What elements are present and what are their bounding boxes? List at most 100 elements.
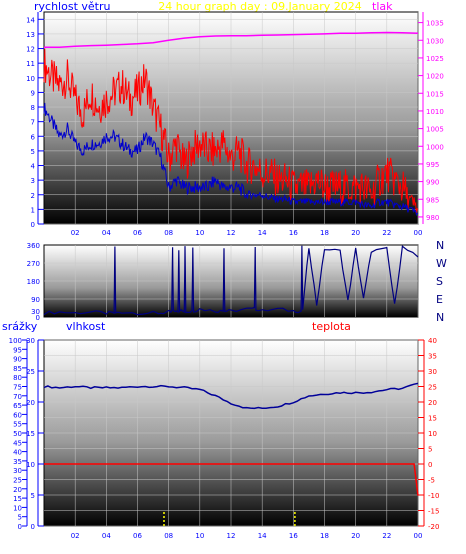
rain-tick: 65	[13, 402, 22, 410]
time-tick: 20	[351, 532, 360, 540]
wind-speed-tick: 0	[31, 221, 35, 229]
time-tick: 08	[164, 532, 173, 540]
wind-series	[43, 31, 419, 217]
direction-axis: 030 90 180 270 360	[27, 242, 40, 322]
rain-tick: 80	[13, 374, 22, 382]
wind-speed-tick: 11	[26, 60, 35, 68]
series-gust	[43, 48, 419, 214]
wind-speed-tick: 5	[31, 148, 35, 156]
direction-tick: 180	[27, 278, 40, 286]
wind-speed-tick: 10	[26, 75, 35, 83]
rain-tick: 0	[18, 523, 22, 531]
time-tick: 06	[133, 229, 142, 237]
humidity-temperature-panel: 0510152025303540455055606570758085909510…	[9, 337, 440, 540]
time-tick: 02	[71, 532, 80, 540]
humidity-time-axis: 02 04 06 08 10 12 14 16 18 20 22 00	[71, 532, 423, 540]
direction-tick: 30	[31, 308, 40, 316]
time-tick: 16	[289, 532, 298, 540]
temperature-tick: 0	[428, 461, 432, 469]
wind-speed-tick: 8	[31, 104, 35, 112]
humidity-tick: 30	[26, 337, 35, 345]
temperature-tick: -20	[428, 523, 439, 531]
rain-tick: 60	[13, 411, 22, 419]
time-tick: 22	[382, 532, 391, 540]
rain-tick: 45	[13, 439, 22, 447]
pressure-tick: 1015	[426, 90, 444, 98]
temperature-tick: 40	[428, 337, 437, 345]
time-tick: 04	[102, 532, 111, 540]
wind-speed-tick: 2	[31, 192, 35, 200]
temperature-tick: -5	[428, 477, 435, 485]
time-tick: 12	[227, 229, 236, 237]
chart-title: 24 hour graph day : 09.January 2024	[158, 0, 362, 13]
temperature-tick: 25	[428, 384, 437, 392]
pressure-tick: 1020	[426, 73, 444, 81]
compass-label: S	[436, 275, 443, 288]
pressure-tick: 995	[426, 161, 439, 169]
time-tick: 20	[351, 229, 360, 237]
humidity-tick: 15	[26, 430, 35, 438]
rain-tick: 50	[13, 430, 22, 438]
rain-tick: 85	[13, 365, 22, 373]
rain-tick: 55	[13, 421, 22, 429]
pressure-axis: 980 985 990 995 1000 1005 1010 1015 1020 1025 1030…	[418, 12, 444, 224]
rain-tick: 20	[13, 486, 22, 494]
time-tick: 12	[227, 532, 236, 540]
temperature-tick: 35	[428, 353, 437, 361]
time-tick: 04	[102, 229, 111, 237]
temperature-tick: 5	[428, 446, 432, 454]
series-humidity	[43, 382, 419, 410]
time-tick: 14	[258, 532, 267, 540]
rain-tick: 15	[13, 495, 22, 503]
wind-speed-tick: 6	[31, 133, 36, 141]
humidity-tick: 10	[26, 461, 35, 469]
wind-speed-tick: 4	[31, 163, 36, 171]
humidity-tick: 5	[31, 492, 35, 500]
direction-grid	[44, 245, 419, 317]
rain-tick: 100	[9, 337, 22, 345]
series-average	[43, 102, 419, 217]
rain-tick: 75	[13, 384, 22, 392]
direction-series	[43, 245, 419, 316]
time-tick: 08	[164, 229, 173, 237]
rain-label: srážky	[2, 320, 38, 333]
time-tick: 22	[382, 229, 391, 237]
pressure-tick: 990	[426, 179, 439, 187]
series-pressure	[44, 31, 419, 49]
rain-tick: 30	[13, 467, 22, 475]
rain-tick: 40	[13, 449, 22, 457]
pressure-tick: 985	[426, 196, 439, 204]
wind-speed-tick: 3	[31, 177, 35, 185]
temperature-tick: -10	[428, 492, 439, 500]
temperature-tick: 30	[428, 368, 437, 376]
series-direction	[43, 245, 419, 316]
temperature-tick: -15	[428, 508, 439, 516]
wind-speed-tick: 9	[31, 89, 35, 97]
rain-tick: 25	[13, 477, 22, 485]
wind-speed-tick: 1	[31, 206, 35, 214]
time-tick: 02	[71, 229, 80, 237]
pressure-tick: 1035	[426, 20, 444, 28]
humidity-tick: 20	[26, 399, 35, 407]
time-tick: 10	[195, 229, 204, 237]
wind-speed-tick: 12	[26, 46, 35, 54]
temperature-tick: 10	[428, 430, 437, 438]
compass-label: E	[436, 293, 443, 306]
temperature-axis: -20 -15 -10 -5 0 5 10 15 20 25 30 35 40	[418, 337, 439, 531]
humidity-label: vlhkost	[66, 320, 106, 333]
wind-speed-tick: 7	[31, 119, 35, 127]
humidity-axis: 0 5 10 15 20 25 30	[26, 337, 44, 531]
compass-label: W	[436, 257, 447, 270]
rain-tick: 5	[18, 514, 22, 522]
direction-tick: 90	[31, 296, 40, 304]
time-tick: 10	[195, 532, 204, 540]
humidity-tick: 0	[31, 523, 35, 531]
temperature-tick: 15	[428, 415, 437, 423]
rain-tick: 10	[13, 504, 22, 512]
direction-tick: 270	[27, 260, 40, 268]
